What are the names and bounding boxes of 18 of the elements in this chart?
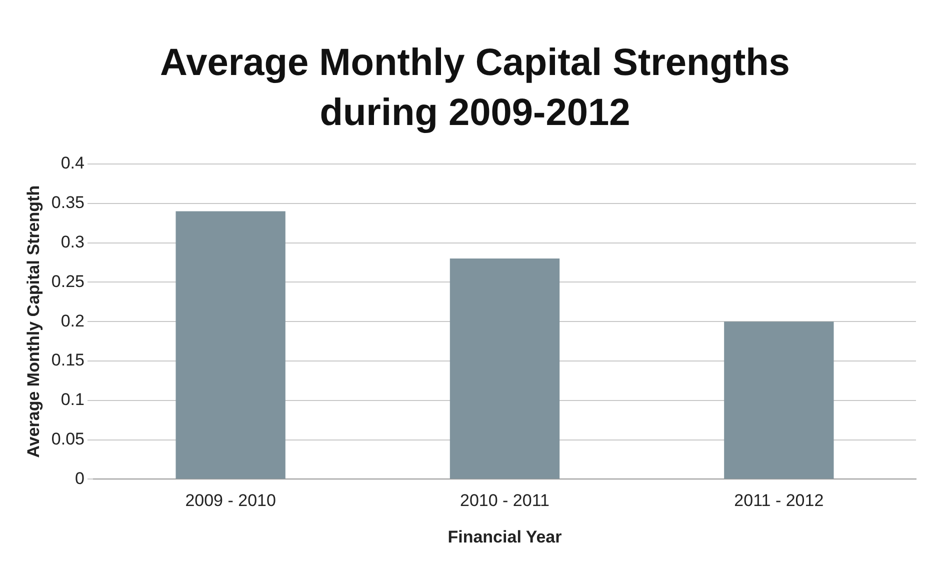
y-tick-label: 0.25: [51, 272, 84, 291]
x-axis-title: Financial Year: [448, 527, 562, 546]
y-tick-label: 0.2: [60, 311, 84, 330]
y-tick-label: 0.15: [51, 350, 84, 370]
x-tick-label: 2009 - 2010: [185, 491, 276, 510]
y-tick-label: 0: [75, 468, 84, 488]
y-tick-label: 0.05: [51, 429, 84, 448]
bar: [176, 211, 286, 479]
x-tick-label: 2011 - 2012: [734, 491, 824, 510]
y-tick-label: 0.35: [51, 193, 84, 212]
bar: [450, 258, 560, 479]
y-axis-title: Average Monthly Capital Strength: [24, 185, 43, 458]
y-tick-label: 0.3: [60, 232, 84, 252]
x-tick-label: 2010 - 2011: [460, 491, 550, 510]
chart-title: Average Monthly Capital Strengths during 2009-2012: [159, 41, 791, 136]
bar: [724, 322, 834, 479]
y-tick-label: 0.1: [60, 390, 84, 410]
y-tick-label: 0.4: [60, 154, 84, 173]
